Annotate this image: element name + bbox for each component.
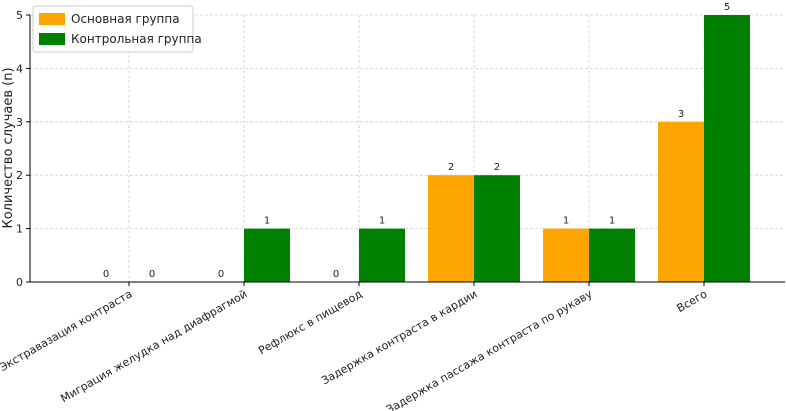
data-label: 5 — [724, 2, 730, 13]
legend-label: Основная группа — [71, 12, 180, 26]
data-label: 1 — [264, 216, 270, 227]
bar — [543, 228, 589, 282]
legend-frame — [32, 5, 194, 53]
data-label: 0 — [149, 269, 155, 280]
data-label: 2 — [494, 162, 500, 173]
legend-swatch — [39, 13, 65, 25]
legend-swatch — [39, 33, 65, 45]
legend-label: Контрольная группа — [71, 32, 202, 46]
x-tick-label: Задержка пассажа контраста по рукаву — [384, 287, 595, 411]
data-label: 0 — [218, 269, 224, 280]
data-label: 0 — [103, 269, 109, 280]
bar — [704, 15, 750, 282]
data-label: 2 — [448, 162, 454, 173]
y-tick-label: 5 — [16, 9, 23, 22]
bar — [359, 228, 405, 282]
data-label: 3 — [678, 109, 684, 120]
x-tick-label: Миграция желудка над диафрагмой — [58, 287, 249, 405]
y-tick-label: 0 — [16, 276, 23, 289]
y-tick-label: 4 — [16, 62, 23, 75]
x-tick-label: Всего — [675, 287, 710, 315]
data-label: 0 — [333, 269, 339, 280]
y-tick-label: 2 — [16, 169, 23, 182]
legend: Основная группа Контрольная группа — [32, 5, 202, 53]
data-label: 1 — [563, 216, 569, 227]
y-axis-label: Количество случаев (n) — [1, 67, 16, 228]
y-tick-label: 1 — [16, 223, 23, 236]
data-label: 1 — [609, 216, 615, 227]
bar — [428, 175, 474, 282]
bar — [474, 175, 520, 282]
x-tick-label: Рефлюкс в пищевод — [256, 287, 365, 357]
bar — [589, 228, 635, 282]
bar — [244, 228, 290, 282]
data-label: 1 — [379, 216, 385, 227]
bar — [658, 121, 704, 282]
y-tick-label: 3 — [16, 116, 23, 129]
